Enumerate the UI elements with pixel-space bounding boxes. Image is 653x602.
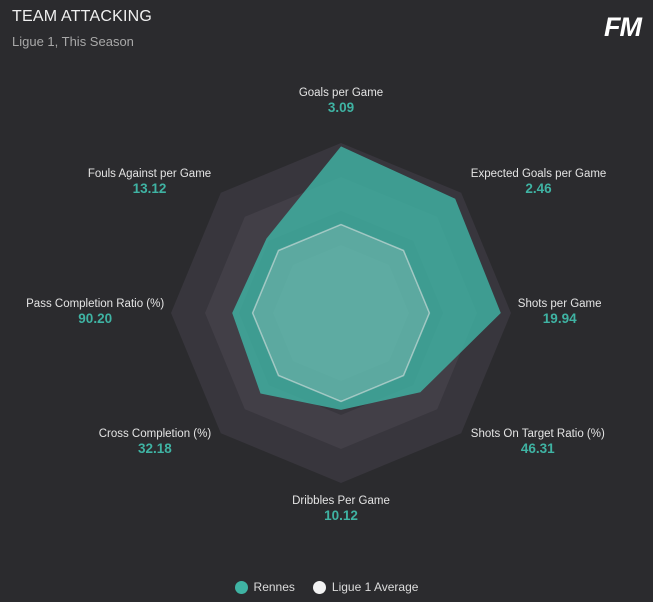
axis-label: Goals per Game	[299, 87, 383, 99]
axis-value: 19.94	[543, 311, 577, 326]
axis-label: Fouls Against per Game	[88, 168, 211, 180]
axis-value: 32.18	[138, 441, 172, 456]
axis-value: 46.31	[521, 441, 555, 456]
axis-value: 2.46	[525, 181, 552, 196]
axis-label: Expected Goals per Game	[471, 168, 607, 180]
axis-value: 13.12	[133, 181, 167, 196]
axis-label: Cross Completion (%)	[99, 428, 212, 440]
legend-item-average[interactable]: Ligue 1 Average	[312, 580, 419, 594]
axis-value: 3.09	[328, 100, 354, 115]
axis-label: Shots per Game	[518, 298, 602, 310]
axis-label: Shots On Target Ratio (%)	[471, 428, 605, 440]
legend-label-average: Ligue 1 Average	[331, 580, 419, 594]
chart-legend: Rennes Ligue 1 Average	[0, 580, 653, 594]
chart-subtitle: Ligue 1, This Season	[12, 34, 134, 49]
series-average-area	[251, 223, 431, 403]
legend-item-rennes[interactable]: Rennes	[234, 580, 295, 594]
axis-label: Dribbles Per Game	[292, 495, 390, 507]
axis-value: 90.20	[78, 311, 112, 326]
axis-label: Pass Completion Ratio (%)	[26, 298, 164, 310]
legend-swatch-average	[312, 580, 326, 594]
legend-swatch-rennes	[234, 580, 248, 594]
series-rennes-area	[232, 146, 501, 410]
axis-value: 10.12	[324, 508, 358, 523]
fm-logo: FM	[604, 12, 642, 42]
chart-title: TEAM ATTACKING	[12, 8, 152, 25]
legend-label-rennes: Rennes	[253, 580, 295, 594]
